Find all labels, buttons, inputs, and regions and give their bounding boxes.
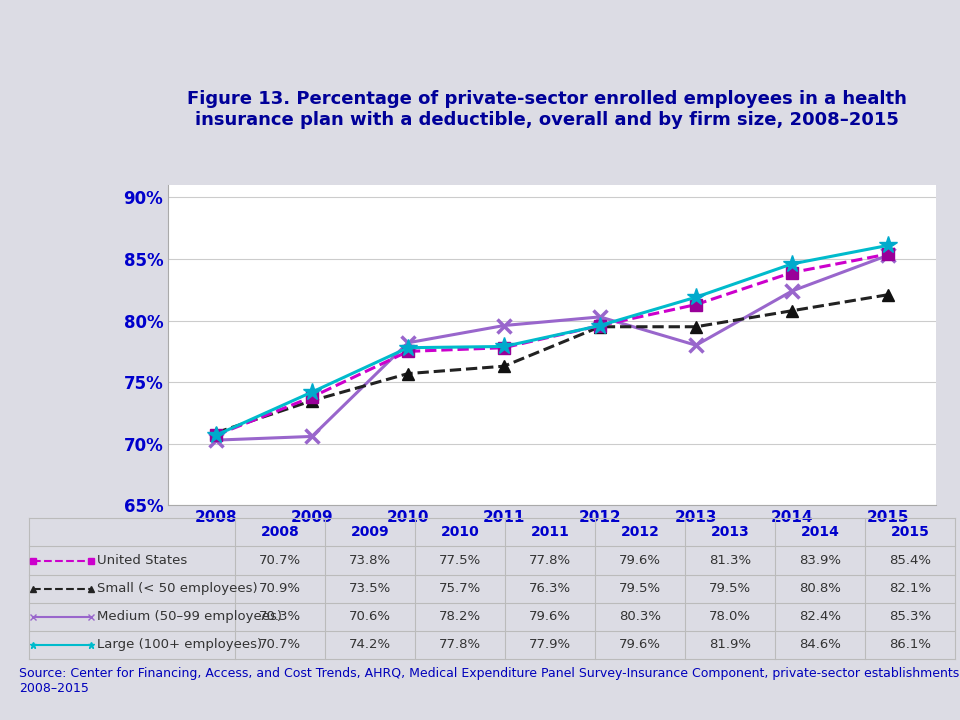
Text: 77.8%: 77.8%	[529, 554, 571, 567]
Text: 82.1%: 82.1%	[889, 582, 931, 595]
Text: 75.7%: 75.7%	[439, 582, 481, 595]
Text: Source: Center for Financing, Access, and Cost Trends, AHRQ, Medical Expenditure: Source: Center for Financing, Access, an…	[19, 667, 960, 696]
Text: 79.6%: 79.6%	[619, 638, 661, 652]
Text: 2010: 2010	[441, 526, 480, 539]
Text: 76.3%: 76.3%	[529, 582, 571, 595]
Text: 77.5%: 77.5%	[439, 554, 481, 567]
Text: 78.0%: 78.0%	[709, 610, 752, 624]
Text: 2014: 2014	[801, 526, 840, 539]
Text: 73.5%: 73.5%	[349, 582, 392, 595]
Text: Small (< 50 employees): Small (< 50 employees)	[97, 582, 257, 595]
Text: 80.8%: 80.8%	[800, 582, 841, 595]
Text: Large (100+ employees): Large (100+ employees)	[97, 638, 262, 652]
Text: 79.5%: 79.5%	[619, 582, 661, 595]
Text: 83.9%: 83.9%	[799, 554, 841, 567]
Text: 80.3%: 80.3%	[619, 610, 661, 624]
Text: 70.7%: 70.7%	[259, 554, 301, 567]
Text: 70.3%: 70.3%	[259, 610, 301, 624]
Text: 81.9%: 81.9%	[709, 638, 752, 652]
Text: Medium (50–99 employees): Medium (50–99 employees)	[97, 610, 282, 624]
Text: 2015: 2015	[891, 526, 929, 539]
Text: 78.2%: 78.2%	[439, 610, 481, 624]
Text: 70.7%: 70.7%	[259, 638, 301, 652]
Text: 79.6%: 79.6%	[529, 610, 571, 624]
Text: 79.5%: 79.5%	[709, 582, 752, 595]
Text: 2011: 2011	[531, 526, 569, 539]
Text: 84.6%: 84.6%	[800, 638, 841, 652]
Text: 85.4%: 85.4%	[889, 554, 931, 567]
Text: 79.6%: 79.6%	[619, 554, 661, 567]
Text: 86.1%: 86.1%	[889, 638, 931, 652]
Text: 77.8%: 77.8%	[439, 638, 481, 652]
Text: 70.6%: 70.6%	[349, 610, 392, 624]
Text: 81.3%: 81.3%	[709, 554, 752, 567]
Text: 2009: 2009	[351, 526, 390, 539]
Text: Figure 13. Percentage of private-sector enrolled employees in a health
insurance: Figure 13. Percentage of private-sector …	[187, 90, 907, 129]
Text: 73.8%: 73.8%	[349, 554, 392, 567]
Text: 2008: 2008	[261, 526, 300, 539]
Text: United States: United States	[97, 554, 187, 567]
Text: 85.3%: 85.3%	[889, 610, 931, 624]
Text: 70.9%: 70.9%	[259, 582, 301, 595]
Text: 2012: 2012	[621, 526, 660, 539]
Text: 2013: 2013	[710, 526, 750, 539]
Text: 82.4%: 82.4%	[799, 610, 841, 624]
Text: 77.9%: 77.9%	[529, 638, 571, 652]
Text: 74.2%: 74.2%	[349, 638, 392, 652]
